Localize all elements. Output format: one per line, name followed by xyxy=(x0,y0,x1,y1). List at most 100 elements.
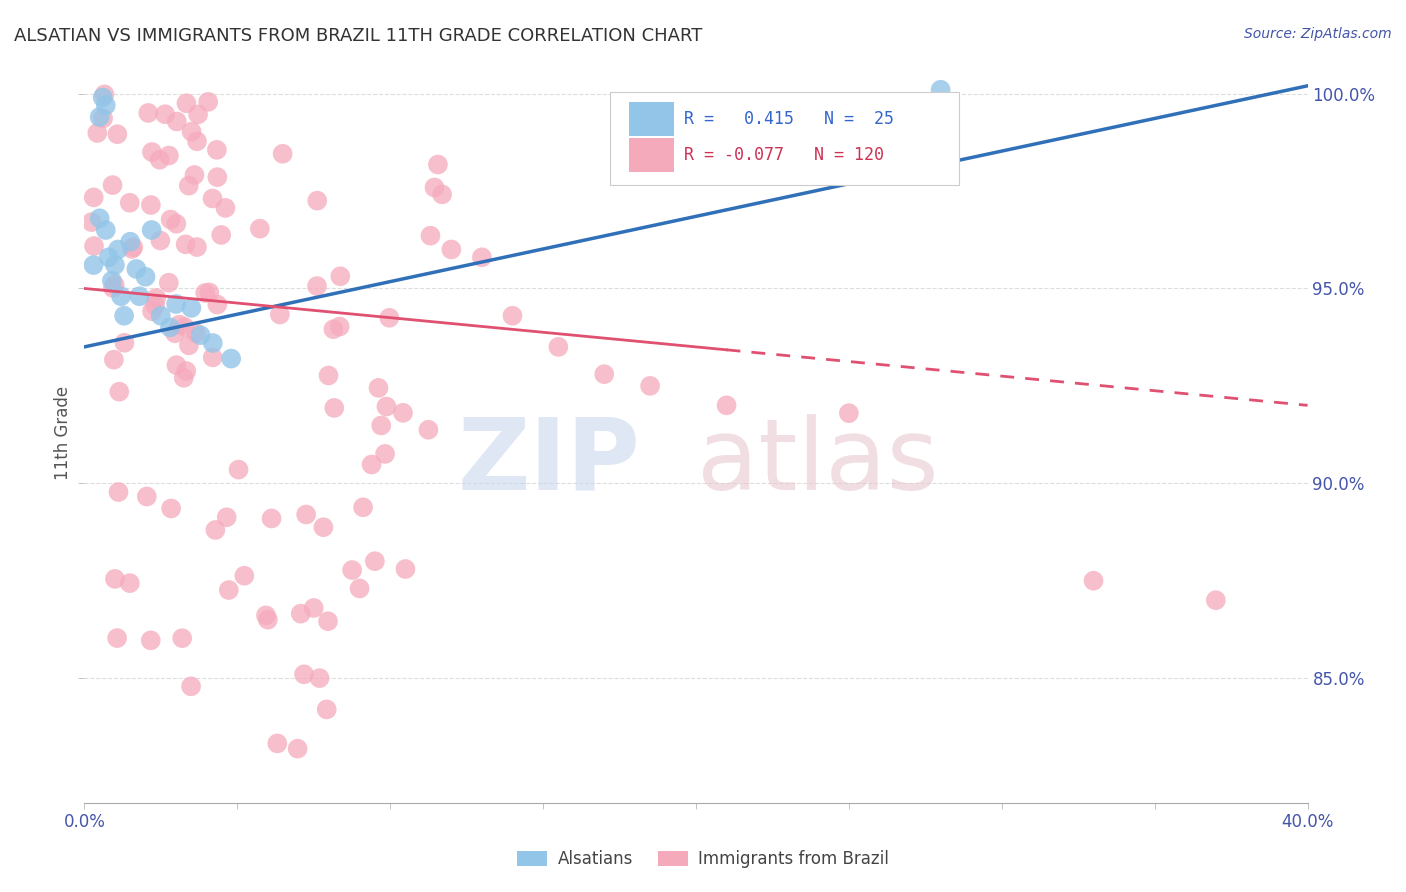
Point xyxy=(118,195,141,210)
Point xyxy=(207,297,229,311)
Point xyxy=(471,250,494,264)
Point xyxy=(329,269,352,284)
Point xyxy=(143,298,166,312)
Point xyxy=(166,114,188,128)
Point xyxy=(287,741,309,756)
Point xyxy=(139,633,162,648)
Point xyxy=(121,242,143,256)
Point xyxy=(122,240,145,254)
Point xyxy=(163,326,186,341)
Point xyxy=(322,322,344,336)
Point xyxy=(128,289,150,303)
Point xyxy=(190,328,212,343)
Point xyxy=(125,262,148,277)
Point xyxy=(103,352,125,367)
Point xyxy=(160,501,183,516)
Point xyxy=(394,562,416,576)
Point xyxy=(209,227,232,242)
Point xyxy=(593,367,616,381)
Point xyxy=(308,671,330,685)
Point xyxy=(174,364,197,378)
Point xyxy=(307,194,329,208)
Point xyxy=(101,274,124,288)
Point xyxy=(340,563,363,577)
Point xyxy=(165,217,187,231)
Point xyxy=(201,336,224,351)
Point xyxy=(426,157,449,171)
Point xyxy=(169,318,191,332)
Point xyxy=(228,462,250,476)
Point xyxy=(349,582,371,596)
Point xyxy=(329,319,352,334)
Point xyxy=(104,277,127,292)
Point xyxy=(135,269,157,284)
Point xyxy=(423,180,446,194)
Point xyxy=(94,223,117,237)
Point xyxy=(149,153,172,167)
Point xyxy=(318,368,340,383)
Point xyxy=(364,554,387,568)
Point xyxy=(101,281,124,295)
Point xyxy=(207,170,229,185)
Point xyxy=(375,400,398,414)
Point xyxy=(83,258,105,272)
Point xyxy=(187,107,209,121)
Point xyxy=(266,736,288,750)
Point xyxy=(107,243,129,257)
Point xyxy=(159,320,181,334)
Point xyxy=(367,381,389,395)
Point xyxy=(1083,574,1105,588)
Point xyxy=(295,508,318,522)
Point xyxy=(1205,593,1227,607)
Point xyxy=(184,326,207,340)
Point xyxy=(105,631,128,645)
Point xyxy=(80,215,103,229)
Point xyxy=(838,406,860,420)
Point xyxy=(153,107,176,121)
Point xyxy=(360,458,382,472)
Point xyxy=(135,490,157,504)
Point xyxy=(218,582,240,597)
Point xyxy=(93,87,115,102)
FancyBboxPatch shape xyxy=(610,92,959,185)
Point xyxy=(83,239,105,253)
Point xyxy=(315,702,337,716)
Point xyxy=(177,178,200,193)
Point xyxy=(108,384,131,399)
Point xyxy=(174,237,197,252)
Point xyxy=(173,320,195,334)
Point xyxy=(198,285,221,300)
Point xyxy=(201,351,224,365)
Point xyxy=(305,279,328,293)
Point xyxy=(269,308,291,322)
Point xyxy=(141,145,163,159)
Point xyxy=(180,301,202,315)
Point xyxy=(110,289,132,303)
Point xyxy=(292,667,315,681)
Point xyxy=(378,310,401,325)
FancyBboxPatch shape xyxy=(628,103,673,136)
Point xyxy=(149,309,172,323)
Point xyxy=(91,112,114,126)
Point xyxy=(149,234,172,248)
Point xyxy=(157,276,180,290)
Point xyxy=(105,127,128,141)
Y-axis label: 11th Grade: 11th Grade xyxy=(53,385,72,480)
Point xyxy=(145,291,167,305)
Point xyxy=(104,258,127,272)
Point xyxy=(89,211,111,226)
Point xyxy=(290,607,312,621)
Point xyxy=(312,520,335,534)
Point xyxy=(83,190,105,204)
Text: R = -0.077   N = 120: R = -0.077 N = 120 xyxy=(683,146,884,164)
Point xyxy=(419,228,441,243)
Point xyxy=(323,401,346,415)
Point xyxy=(638,379,661,393)
Point xyxy=(716,398,738,412)
Point xyxy=(194,285,217,300)
Point xyxy=(136,106,159,120)
Point xyxy=(180,679,202,693)
Point xyxy=(233,568,256,582)
Point xyxy=(86,126,108,140)
Point xyxy=(374,447,396,461)
